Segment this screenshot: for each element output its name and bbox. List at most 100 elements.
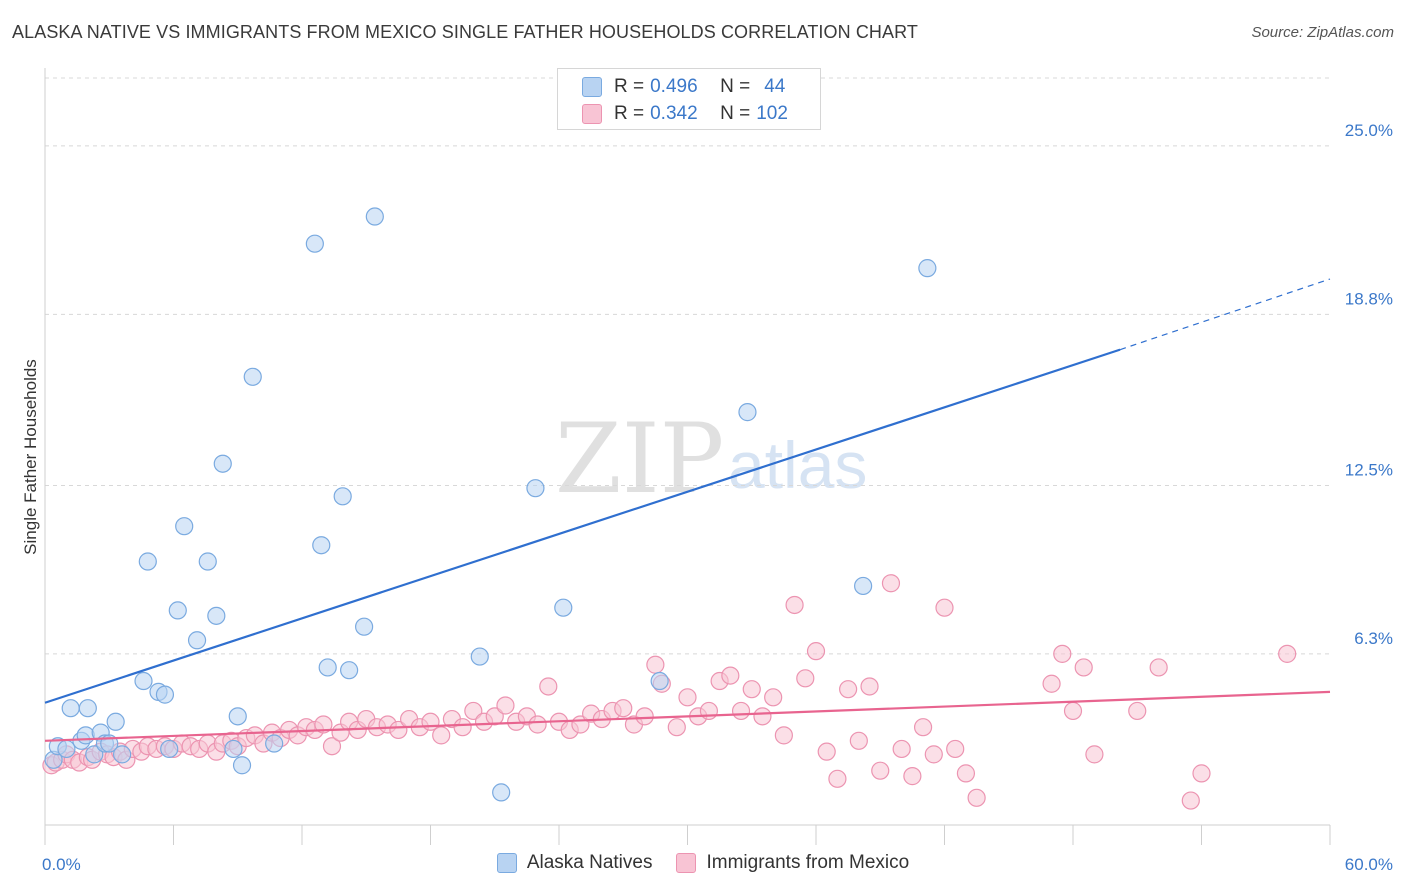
data-point-immigrants-from-mexico [1063, 701, 1083, 721]
tick-labels: 6.3% 12.5% 18.8% 25.0% 0.0% 60.0% [42, 121, 1393, 874]
trend-line-immigrants-from-mexico [44, 690, 1331, 742]
data-point-immigrants-from-mexico [528, 715, 547, 734]
watermark: ZIP atlas [555, 403, 867, 515]
legend-n-label: N = [720, 76, 751, 97]
data-point-alaska-natives [526, 479, 545, 498]
data-point-immigrants-from-mexico [946, 739, 965, 759]
data-point-alaska-natives [168, 601, 187, 620]
data-point-immigrants-from-mexico [1085, 745, 1104, 764]
data-point-alaska-natives [106, 712, 125, 731]
series-label: Alaska Natives [526, 852, 653, 873]
data-point-alaska-natives [78, 699, 97, 718]
y-tick-label: 25.0% [1345, 121, 1393, 140]
data-point-immigrants-from-mexico [796, 669, 815, 688]
data-point-immigrants-from-mexico [389, 720, 408, 740]
data-point-alaska-natives [134, 671, 153, 691]
data-point-alaska-natives [333, 487, 352, 506]
data-point-immigrants-from-mexico [881, 574, 901, 593]
alaska-natives-points [44, 207, 937, 802]
data-point-immigrants-from-mexico [924, 745, 943, 764]
data-point-alaska-natives [138, 552, 157, 571]
data-point-immigrants-from-mexico [432, 726, 451, 745]
data-point-immigrants-from-mexico [731, 701, 751, 721]
data-point-immigrants-from-mexico [967, 788, 986, 807]
series-legend-immigrants-from-mexico[interactable]: Immigrants from Mexico [676, 852, 909, 874]
data-point-alaska-natives [365, 207, 384, 226]
data-point-alaska-natives [305, 234, 324, 253]
data-point-immigrants-from-mexico [871, 761, 890, 780]
y-axis-label: Single Father Households [21, 359, 40, 555]
data-point-immigrants-from-mexico [721, 666, 740, 685]
data-point-immigrants-from-mexico [678, 688, 697, 707]
y-tick-label: 18.8% [1345, 289, 1393, 308]
data-point-alaska-natives [85, 745, 104, 764]
data-point-alaska-natives [175, 517, 194, 536]
data-point-alaska-natives [738, 403, 757, 422]
data-point-alaska-natives [213, 454, 232, 473]
legend-swatch-blue [582, 77, 602, 97]
x-tick-label: 60.0% [1345, 855, 1393, 874]
gridlines [45, 77, 1330, 655]
data-point-immigrants-from-mexico [667, 718, 686, 737]
data-point-alaska-natives [61, 699, 80, 718]
data-point-alaska-natives [265, 734, 284, 753]
data-point-alaska-natives [155, 685, 175, 704]
data-point-alaska-natives [470, 647, 489, 666]
data-point-alaska-natives [312, 536, 331, 555]
series-legend-alaska-natives[interactable]: Alaska Natives [496, 852, 653, 874]
legend-r-value: 0.342 [650, 103, 698, 124]
data-point-immigrants-from-mexico [764, 688, 783, 707]
data-point-alaska-natives [57, 739, 76, 759]
data-point-immigrants-from-mexico [849, 731, 868, 750]
data-point-alaska-natives [554, 598, 573, 617]
legend-swatch-pink [582, 104, 602, 124]
data-point-immigrants-from-mexico [806, 642, 826, 661]
chart-title: ALASKA NATIVE VS IMMIGRANTS FROM MEXICO … [12, 22, 919, 42]
data-point-immigrants-from-mexico [913, 718, 933, 737]
y-tick-label: 6.3% [1354, 629, 1393, 648]
data-point-immigrants-from-mexico [1128, 701, 1147, 721]
data-point-immigrants-from-mexico [699, 701, 719, 721]
data-point-immigrants-from-mexico [935, 598, 954, 617]
data-point-immigrants-from-mexico [892, 739, 911, 759]
watermark-zip: ZIP [555, 403, 724, 515]
trend-line-alaska-natives [44, 348, 1121, 704]
axes [44, 68, 1331, 845]
data-point-alaska-natives [854, 576, 873, 596]
data-point-alaska-natives [76, 726, 95, 745]
data-point-alaska-natives [228, 707, 247, 726]
data-point-alaska-natives [650, 671, 669, 691]
source-label: Source: ZipAtlas.com [1251, 24, 1394, 41]
data-point-immigrants-from-mexico [322, 737, 342, 756]
data-point-alaska-natives [187, 631, 207, 650]
legend-n-value: 44 [764, 76, 786, 97]
data-point-immigrants-from-mexico [1181, 791, 1200, 810]
correlation-legend: R = 0.496 N = 44 R = 0.342 N = 102 [557, 68, 821, 130]
data-point-alaska-natives [232, 756, 252, 775]
trend-line-alaska-natives-extension [1119, 278, 1331, 351]
data-point-alaska-natives [198, 552, 217, 571]
y-tick-label: 12.5% [1345, 460, 1393, 479]
legend-r-value: 0.496 [650, 76, 698, 97]
data-point-immigrants-from-mexico [860, 677, 879, 696]
data-point-immigrants-from-mexico [828, 769, 847, 788]
data-point-immigrants-from-mexico [753, 707, 772, 726]
data-point-immigrants-from-mexico [742, 680, 761, 699]
data-point-alaska-natives [355, 617, 374, 636]
data-point-immigrants-from-mexico [1278, 644, 1297, 663]
immigrants-from-mexico-points [42, 574, 1297, 810]
legend-n-label: N = [720, 103, 751, 124]
data-point-immigrants-from-mexico [1192, 764, 1211, 783]
trend-lines [44, 278, 1331, 742]
data-point-immigrants-from-mexico [1074, 658, 1093, 677]
x-tick-label: 0.0% [42, 855, 81, 874]
data-point-immigrants-from-mexico [485, 707, 504, 726]
data-point-alaska-natives [918, 259, 937, 278]
legend-row-alaska-natives: R = 0.496 N = 44 [582, 74, 785, 100]
data-point-immigrants-from-mexico [817, 742, 836, 761]
series-swatch-pink [676, 853, 697, 873]
data-point-immigrants-from-mexico [1042, 674, 1061, 693]
series-legend: Alaska Natives Immigrants from Mexico [0, 852, 1406, 874]
data-point-alaska-natives [207, 606, 226, 625]
data-point-immigrants-from-mexico [1053, 644, 1072, 663]
